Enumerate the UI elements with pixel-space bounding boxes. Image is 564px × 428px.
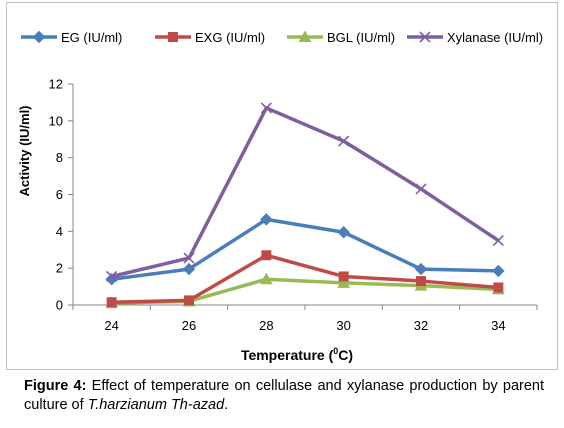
figure-caption: Figure 4: Effect of temperature on cellu… [24, 377, 544, 415]
x-tick-label: 30 [336, 318, 350, 333]
x-marker-stroke [260, 102, 272, 114]
data-point [183, 252, 195, 264]
data-point [184, 295, 194, 306]
legend-marker [419, 31, 431, 43]
series-xylanase [106, 102, 504, 283]
data-point [261, 250, 272, 261]
series-layer [105, 102, 505, 309]
data-point [337, 276, 351, 288]
data-point [260, 102, 272, 114]
y-tick-label: 8 [56, 150, 63, 165]
caption-text: Effect of temperature on cellulase and x… [24, 378, 544, 413]
data-point [415, 183, 427, 195]
y-tick-label: 4 [56, 224, 63, 239]
data-point [106, 270, 118, 283]
legend-label: BGL (IU/ml) [327, 30, 395, 45]
legend-label: EG (IU/ml) [61, 30, 122, 45]
data-point [260, 213, 273, 226]
y-tick-label: 6 [56, 187, 63, 202]
legend: EG (IU/ml) EXG (IU/ml) BGL (IU/ml) Xylanase… [21, 30, 543, 45]
legend-label: Xylanase (IU/ml) [447, 30, 543, 45]
data-point [493, 282, 504, 293]
legend-item: Xylanase (IU/ml) [407, 30, 543, 45]
x-axis-label-superscript: 0 [333, 346, 338, 356]
y-tick-label: 10 [49, 113, 63, 128]
x-marker-stroke [419, 31, 431, 43]
y-tick-label: 0 [56, 298, 63, 313]
series-line [111, 253, 499, 304]
data-point [416, 276, 426, 287]
data-point [337, 226, 350, 239]
legend-item: EG (IU/ml) [21, 30, 122, 45]
legend-marker [168, 32, 178, 42]
y-tick-label: 12 [49, 77, 63, 92]
x-marker-stroke [492, 234, 504, 247]
caption-organism: T.harzianum Th-azad [87, 397, 225, 413]
x-marker-stroke [415, 183, 427, 195]
legend-label: EXG (IU/ml) [195, 30, 265, 45]
data-point [492, 264, 505, 278]
x-axis-label-end: C) [338, 347, 353, 363]
x-tick-label: 34 [491, 318, 505, 333]
legend-item: BGL (IU/ml) [287, 30, 395, 45]
legend-item: EXG (IU/ml) [155, 30, 265, 45]
legend-marker [298, 30, 312, 42]
x-axis-label: Temperature (0C) [241, 346, 353, 363]
x-tick-label: 26 [182, 318, 196, 333]
caption-label: Figure 4: [24, 378, 87, 394]
series-exg [106, 250, 504, 308]
caption-end: . [224, 397, 229, 413]
data-point [106, 297, 117, 308]
series-line [111, 106, 500, 279]
y-axis-label: Activity (IU/ml) [17, 105, 32, 196]
x-tick-label: 24 [104, 318, 118, 333]
series-eg [105, 213, 505, 286]
data-point [259, 272, 273, 285]
x-tick-label: 28 [259, 318, 273, 333]
legend-marker [32, 30, 46, 44]
data-point [338, 135, 350, 147]
line-chart: EG (IU/ml) EXG (IU/ml) BGL (IU/ml) Xylanase… [17, 30, 543, 363]
data-point [338, 271, 349, 282]
chart-frame: EG (IU/ml) EXG (IU/ml) BGL (IU/ml) Xylanase… [6, 2, 558, 370]
data-point [182, 262, 196, 276]
data-point [492, 234, 504, 247]
x-tick-label: 32 [414, 318, 428, 333]
x-marker-stroke [183, 252, 195, 264]
y-tick-label: 2 [56, 261, 63, 276]
x-marker-stroke [106, 270, 118, 283]
data-point [414, 262, 428, 276]
series-line [111, 217, 499, 281]
x-axis-label-main: Temperature ( [241, 347, 334, 363]
x-marker-stroke [338, 135, 350, 147]
